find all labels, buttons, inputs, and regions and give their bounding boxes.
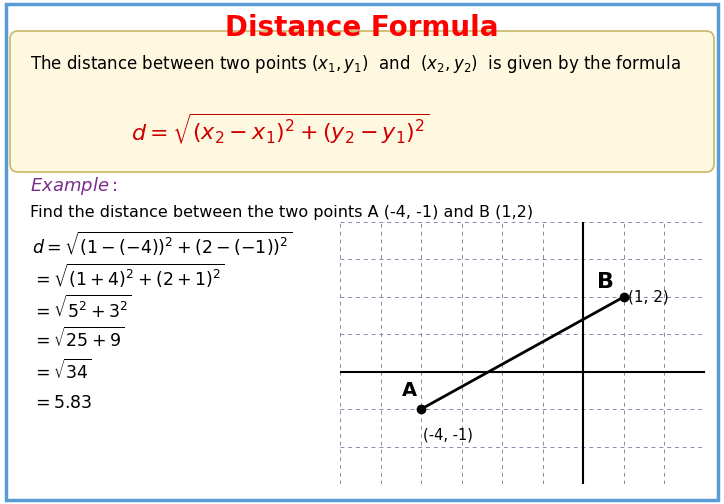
Text: $\it{Example:}$: $\it{Example:}$ bbox=[30, 175, 117, 197]
Text: $d = \sqrt{\left(x_2 - x_1\right)^2 +\left(y_2 - y_1\right)^2}$: $d = \sqrt{\left(x_2 - x_1\right)^2 +\le… bbox=[130, 111, 429, 146]
Text: $= \sqrt{25+9}$: $= \sqrt{25+9}$ bbox=[32, 327, 125, 351]
Text: Find the distance between the two points A (-4, -1) and B (1,2): Find the distance between the two points… bbox=[30, 205, 533, 220]
Text: $= \sqrt{5^2+3^2}$: $= \sqrt{5^2+3^2}$ bbox=[32, 294, 132, 322]
Text: (1, 2): (1, 2) bbox=[628, 289, 669, 304]
FancyBboxPatch shape bbox=[10, 31, 714, 172]
Text: $= \sqrt{34}$: $= \sqrt{34}$ bbox=[32, 359, 92, 383]
Text: $= 5.83$: $= 5.83$ bbox=[32, 394, 92, 412]
Text: B: B bbox=[597, 272, 614, 292]
Text: Distance Formula: Distance Formula bbox=[225, 14, 499, 42]
Text: $= \sqrt{(1+4)^2+(2+1)^2}$: $= \sqrt{(1+4)^2+(2+1)^2}$ bbox=[32, 262, 225, 290]
Text: (-4, -1): (-4, -1) bbox=[423, 428, 473, 443]
Text: A: A bbox=[402, 381, 417, 400]
Text: $d = \sqrt{(1-(-4))^2+(2-(-1))^2}$: $d = \sqrt{(1-(-4))^2+(2-(-1))^2}$ bbox=[32, 230, 292, 258]
Text: The distance between two points $(x_1,y_1)$  and  $(x_2,y_2)$  is given by the f: The distance between two points $(x_1,y_… bbox=[30, 53, 681, 75]
